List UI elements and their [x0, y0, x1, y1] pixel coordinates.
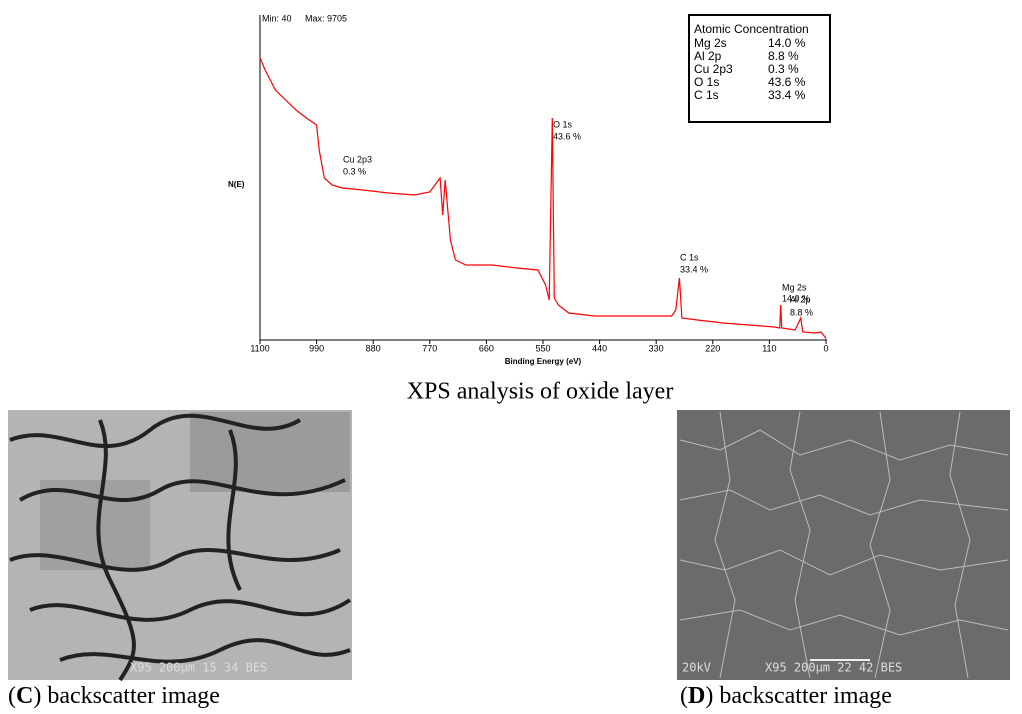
table-title: Atomic Concentration	[694, 22, 809, 36]
x-tick-label: 550	[535, 343, 550, 353]
panel-caption: (C) backscatter image	[8, 683, 220, 709]
annotation: Al 2p	[790, 294, 811, 304]
annotation: 0.3 %	[343, 166, 366, 176]
row-name: O 1s	[694, 75, 719, 89]
annotation: O 1s	[553, 119, 573, 129]
x-tick-label: 330	[649, 343, 664, 353]
annotation: Cu 2p3	[343, 154, 372, 164]
panel-caption: (D) backscatter image	[680, 683, 892, 709]
annotation: 43.6 %	[553, 131, 581, 141]
caption-part: ) backscatter image	[33, 683, 220, 709]
row-value: 0.3 %	[768, 62, 799, 76]
micrograph-c: X95 200µm 15 34 BES	[8, 410, 352, 680]
row-value: 14.0 %	[768, 36, 806, 50]
x-label: Binding Energy (eV)	[505, 357, 582, 366]
row-name: Cu 2p3	[694, 62, 733, 76]
annotation: 8.8 %	[790, 307, 813, 317]
row-value: 8.8 %	[768, 49, 799, 63]
min-label: Min: 40	[262, 13, 292, 23]
overlay-text: X95 200µm 15 34 BES	[130, 661, 267, 675]
panel-label: C	[16, 683, 33, 709]
x-tick-label: 660	[479, 343, 494, 353]
micrograph-d: 20kV X95 200µm 22 42 BES	[677, 410, 1010, 680]
max-label: Max: 9705	[305, 13, 347, 23]
x-tick-label: 1100	[250, 343, 269, 353]
x-tick-label: 220	[705, 343, 720, 353]
overlay-kv: 20kV	[682, 661, 711, 675]
panel-label: D	[688, 683, 705, 709]
row-name: Mg 2s	[694, 36, 727, 50]
annotation: C 1s	[680, 252, 699, 262]
figure: Min: 40 Max: 9705 N(E) Binding Energy (e…	[0, 0, 1022, 709]
row-value: 33.4 %	[768, 88, 806, 102]
x-tick-label: 110	[762, 343, 776, 353]
x-tick-label: 990	[309, 343, 324, 353]
y-label: N(E)	[228, 180, 245, 189]
caption: XPS analysis of oxide layer	[407, 379, 674, 405]
annotation: Mg 2s	[782, 282, 807, 292]
row-name: Al 2p	[694, 49, 722, 63]
caption-part: (	[680, 683, 688, 709]
x-tick-label: 770	[422, 343, 437, 353]
x-tick-label: 440	[592, 343, 607, 353]
annotation: 33.4 %	[680, 264, 708, 274]
caption-part: (	[8, 683, 16, 709]
caption-part: ) backscatter image	[705, 683, 892, 709]
row-name: C 1s	[694, 88, 719, 102]
x-tick-label: 0	[823, 343, 828, 353]
x-tick-label: 880	[366, 343, 381, 353]
row-value: 43.6 %	[768, 75, 806, 89]
overlay-text: X95 200µm 22 42 BES	[765, 661, 902, 675]
